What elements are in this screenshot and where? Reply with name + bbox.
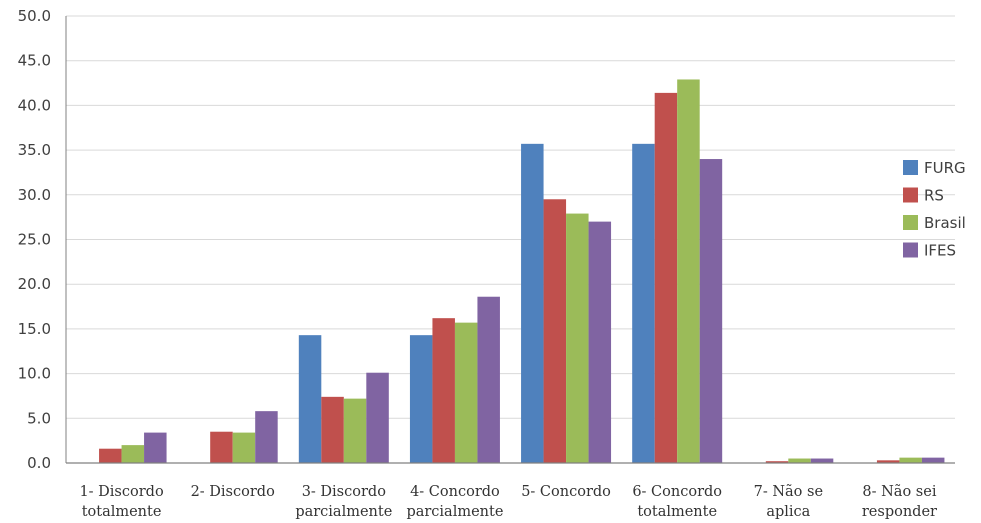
x-tick-label: 7- Não se	[754, 484, 823, 500]
bar-furg-4	[409, 335, 433, 463]
y-tick-label: 25.0	[18, 231, 51, 249]
legend-swatch-brasil	[903, 215, 918, 230]
bar-brasil-6	[677, 79, 700, 463]
legend-label-rs: RS	[924, 187, 944, 205]
x-tick-label: totalmente	[637, 504, 717, 520]
y-tick-label: 20.0	[18, 275, 51, 293]
bar-rs-8	[876, 460, 900, 463]
bar-ifes-3	[366, 372, 389, 463]
bar-furg-5	[521, 143, 544, 463]
x-tick-label: responder	[862, 504, 937, 520]
y-tick-label: 35.0	[18, 141, 51, 159]
bar-ifes-4	[477, 296, 500, 463]
legend-label-furg: FURG	[924, 159, 966, 177]
y-tick-label: 50.0	[18, 7, 51, 25]
y-tick-label: 10.0	[18, 365, 51, 383]
bar-ifes-7	[810, 458, 834, 463]
legend-swatch-ifes	[903, 242, 918, 258]
bar-ifes-1	[144, 432, 167, 463]
bar-brasil-7	[788, 458, 811, 463]
legend-swatch-furg	[903, 160, 918, 175]
bar-brasil-2	[232, 432, 256, 463]
bar-furg-6	[632, 143, 655, 463]
bar-rs-2	[210, 431, 233, 463]
x-tick-label: totalmente	[82, 504, 162, 520]
bar-rs-4	[432, 318, 455, 463]
x-tick-label: parcialmente	[295, 504, 392, 520]
bar-brasil-1	[121, 445, 145, 463]
legend-swatch-rs	[903, 187, 918, 203]
bar-furg-3	[298, 335, 322, 463]
bar-rs-3	[321, 396, 344, 463]
bar-rs-6	[654, 92, 678, 463]
x-tick-label: 4- Concordo	[410, 484, 500, 500]
legend-label-ifes: IFES	[924, 242, 956, 260]
bar-brasil-4	[454, 322, 478, 463]
bar-brasil-3	[343, 398, 367, 463]
bar-brasil-8	[899, 457, 922, 463]
y-tick-label: 40.0	[18, 96, 51, 114]
bar-brasil-5	[566, 213, 589, 463]
y-tick-label: 5.0	[27, 409, 51, 427]
bar-ifes-8	[921, 457, 945, 463]
y-tick-label: 0.0	[27, 454, 51, 472]
bar-ifes-5	[588, 221, 612, 463]
x-tick-label: 3- Discordo	[302, 484, 386, 500]
x-tick-label: 6- Concordo	[632, 484, 722, 500]
x-tick-label: 8- Não sei	[862, 484, 936, 500]
legend-label-brasil: Brasil	[924, 214, 966, 232]
bar-rs-7	[765, 461, 789, 463]
bar-ifes-2	[255, 411, 278, 463]
x-tick-label: aplica	[766, 504, 810, 520]
x-tick-label: 5- Concordo	[521, 484, 611, 500]
y-tick-label: 30.0	[18, 186, 51, 204]
x-tick-label: 2- Discordo	[191, 484, 275, 500]
y-tick-label: 45.0	[18, 52, 51, 70]
bar-rs-1	[99, 448, 122, 463]
x-tick-label: 1- Discordo	[79, 484, 163, 500]
y-tick-label: 15.0	[18, 320, 51, 338]
x-tick-label: parcialmente	[406, 504, 503, 520]
bar-ifes-6	[699, 159, 723, 464]
bar-rs-5	[543, 199, 567, 463]
